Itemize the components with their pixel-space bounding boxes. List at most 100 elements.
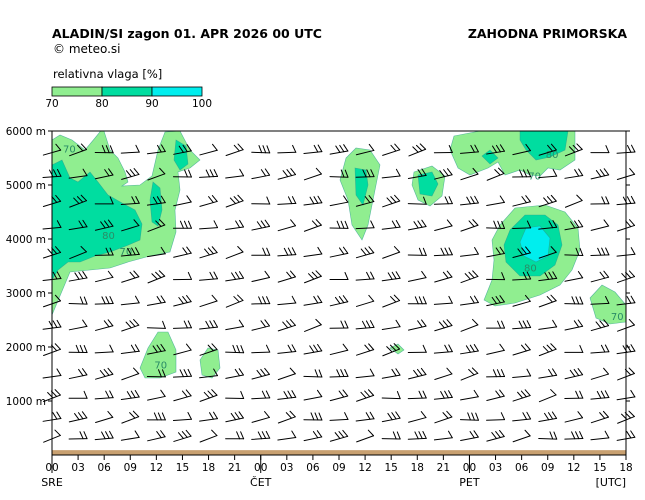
wind-barb [121,319,140,332]
ground-strip [52,450,626,455]
wind-barb [120,344,140,354]
wind-barb [95,367,114,380]
wind-barb [303,412,323,421]
x-tick-label: 18 [619,462,632,474]
wind-barb [486,195,505,206]
wind-barb [199,429,218,443]
y-tick-label: 3000 m [6,288,46,300]
wind-barb [303,430,323,442]
x-tick-label: 12 [358,462,371,474]
wind-barb [512,389,531,402]
wind-barb [538,319,558,330]
wind-barb [538,368,558,379]
x-tick-label: 18 [411,462,424,474]
x-tick-label: 15 [593,462,606,474]
wind-barb [199,246,218,259]
wind-barb [564,344,584,353]
wind-barb [616,430,636,441]
wind-barb [277,196,297,205]
wind-barb [512,246,531,259]
x-tick-label: 03 [280,462,293,474]
wind-barb [199,143,218,156]
wind-barb [225,319,244,331]
wind-barb [381,368,401,379]
rh90-region-right [519,225,551,263]
wind-barb [512,271,532,281]
wind-barb [355,143,375,156]
wind-barb [199,320,218,330]
wind-barb [329,272,349,280]
wind-barb [225,143,244,157]
wind-barb [460,318,479,332]
wind-barb [486,429,505,442]
wind-barb [382,343,401,357]
wind-barb [68,271,88,282]
wind-barb [381,391,401,400]
wind-barb [121,168,140,180]
wind-barb [590,367,610,380]
rh80-region-right-top2 [481,149,499,165]
wind-barb [355,368,375,379]
wind-barb [590,196,610,205]
wind-barb [277,410,296,424]
wind-barb [486,369,506,378]
wind-barb [69,194,87,208]
wind-barb [512,343,531,356]
wind-barb [564,247,584,257]
wind-barb [225,294,244,308]
wind-barb [407,196,427,205]
wind-barb [486,320,506,329]
wind-barb [616,167,636,181]
rh70-region-far-right [589,284,626,325]
wind-barb [146,412,166,421]
contour-label: 70 [528,172,541,183]
wind-barb [225,344,245,354]
wind-barb [120,295,140,306]
wind-barb [251,145,271,154]
wind-barb [251,344,271,354]
legend-tick-label: 80 [95,98,108,110]
wind-barb [251,390,271,400]
wind-barb [616,389,636,401]
wind-barb [486,272,506,281]
x-tick-label: 06 [97,462,111,474]
wind-barb [251,270,270,283]
wind-barb [486,343,505,355]
wind-barb [121,219,140,232]
wind-barb [68,219,88,231]
wind-barb [172,220,192,229]
wind-barb [69,143,88,157]
x-tick-label: 03 [489,462,502,474]
wind-barb [564,168,584,179]
wind-barb [355,411,375,422]
wind-barb [146,144,166,155]
wind-barb [590,410,609,424]
wind-barb [173,195,192,207]
wind-barb [486,295,505,307]
wind-barb [616,270,636,283]
wind-barb [199,343,218,356]
wind-barb [120,390,140,401]
y-tick-label: 1000 m [6,396,46,408]
wind-barb [303,389,323,401]
wind-barb [251,319,270,331]
wind-barb [225,368,244,379]
wind-barb [225,219,245,230]
wind-barb [486,389,505,401]
wind-barb [381,411,401,423]
wind-barb [329,220,349,229]
wind-barb [355,320,375,330]
legend-tick-label: 100 [192,98,212,110]
wind-barb [512,411,532,422]
wind-barb [382,294,401,308]
wind-barb [94,219,114,231]
wind-barb [512,368,532,378]
wind-barb [94,270,114,283]
wind-barb [251,247,271,256]
wind-barb [225,431,245,440]
wind-barb [512,169,532,178]
wind-barb [407,219,427,231]
wind-barb [407,168,427,179]
wind-barb [460,389,479,401]
